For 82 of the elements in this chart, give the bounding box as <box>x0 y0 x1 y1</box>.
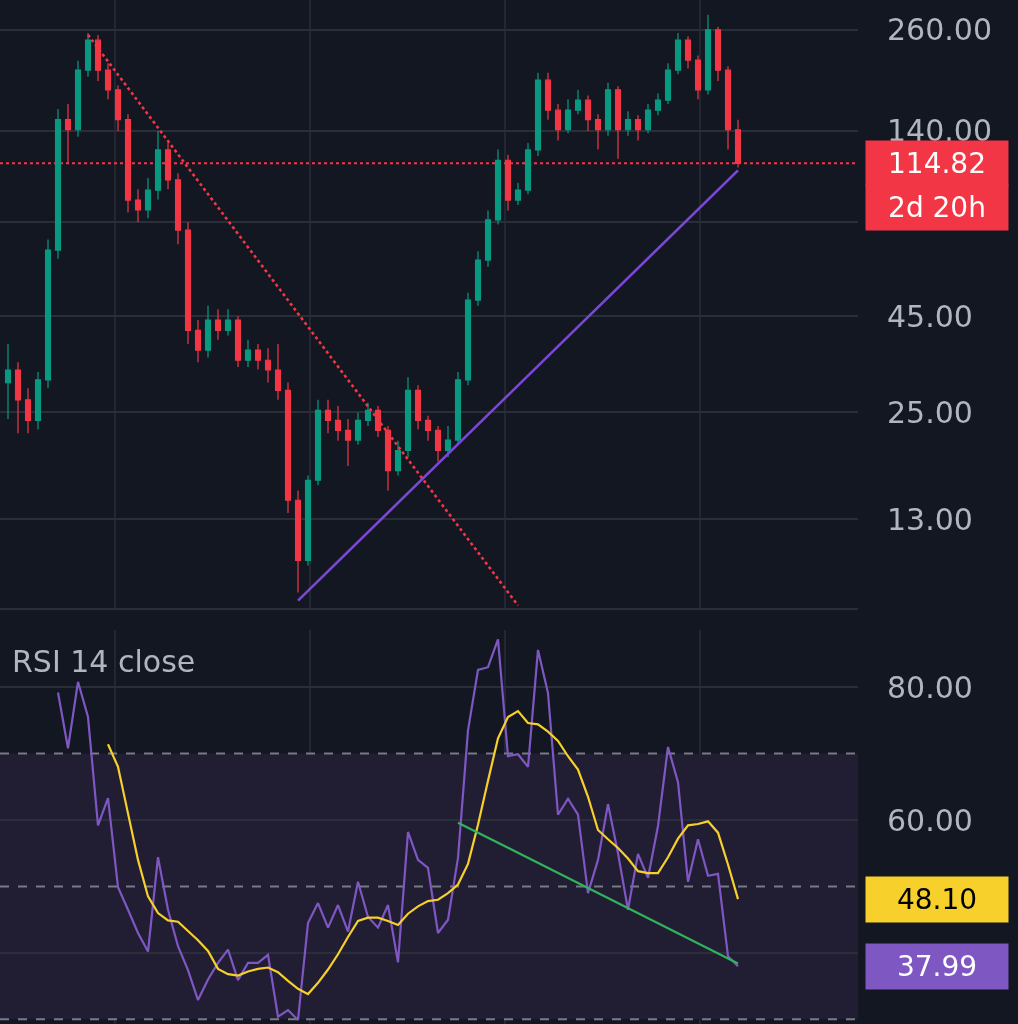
candlestick <box>714 26 722 82</box>
candlestick <box>274 343 282 401</box>
candlestick <box>114 84 122 132</box>
candlestick <box>264 347 272 384</box>
candlestick <box>724 65 732 151</box>
ref-line-label: 114.82 <box>888 147 986 180</box>
candlestick <box>104 62 112 100</box>
candlestick <box>444 425 452 458</box>
candlestick <box>294 489 302 594</box>
candlestick <box>394 440 402 476</box>
candlestick <box>604 82 612 137</box>
candlestick <box>704 14 712 96</box>
candlestick <box>334 405 342 442</box>
candlestick <box>584 94 592 132</box>
y-tick-label: 80.00 <box>887 669 973 705</box>
candlestick <box>324 399 332 434</box>
candlestick <box>14 361 22 434</box>
candlestick <box>134 188 142 223</box>
candlestick <box>304 474 312 566</box>
candlestick <box>34 371 42 431</box>
text: RSI 14 close <box>12 644 196 679</box>
candlestick <box>4 343 12 420</box>
candlestick <box>284 382 292 514</box>
text: 2d 20h <box>888 191 986 224</box>
candlestick <box>684 35 692 70</box>
candlestick <box>244 339 252 368</box>
y-tick-label: 45.00 <box>887 298 973 334</box>
candlestick <box>214 308 222 341</box>
candlestick <box>204 305 212 359</box>
candlestick <box>374 405 382 438</box>
text: 37.99 <box>896 950 978 983</box>
candlestick <box>384 425 392 492</box>
candlestick <box>614 85 622 160</box>
candlestick <box>154 130 162 201</box>
candlestick <box>524 142 532 195</box>
candlestick <box>674 32 682 75</box>
y-tick-label: 60.00 <box>887 802 973 838</box>
candlestick <box>184 221 192 345</box>
y-tick-label: 140.00 <box>887 113 992 149</box>
candlestick <box>404 376 412 458</box>
candlestick <box>364 402 372 427</box>
candlestick <box>234 315 242 368</box>
candlestick <box>554 103 562 142</box>
candlestick <box>414 384 422 431</box>
candlestick <box>54 108 62 260</box>
candlestick <box>314 399 322 486</box>
candlestick <box>624 110 632 137</box>
candlestick <box>464 292 472 386</box>
candlestick <box>44 238 52 389</box>
candlestick <box>194 319 202 363</box>
candlestick <box>694 55 702 100</box>
candlestick <box>534 72 542 157</box>
candlestick <box>634 114 642 142</box>
candlestick <box>434 425 442 463</box>
candlestick <box>344 418 352 467</box>
candlestick <box>664 62 672 105</box>
candlestick <box>494 148 502 226</box>
candlestick <box>454 371 462 446</box>
candlestick <box>84 32 92 78</box>
candlestick <box>474 250 482 307</box>
candlestick <box>484 209 492 268</box>
candlestick <box>354 411 362 446</box>
candlestick <box>654 92 662 116</box>
candlestick <box>564 98 572 134</box>
candlestick <box>74 60 82 138</box>
candlestick <box>644 103 652 134</box>
line-series <box>56 638 740 1022</box>
candlestick <box>424 415 432 442</box>
candlestick <box>24 387 32 434</box>
candlestick <box>514 182 522 206</box>
candlestick <box>544 72 552 121</box>
y-tick-label: 13.00 <box>887 501 973 537</box>
text: 48.10 <box>896 883 978 916</box>
y-tick-label: 260.00 <box>887 12 992 48</box>
line-series <box>106 709 740 996</box>
candlestick <box>574 89 582 115</box>
candlestick <box>224 308 232 337</box>
y-tick-label: 25.00 <box>887 394 973 430</box>
candlestick <box>254 343 262 371</box>
candlestick <box>174 172 182 245</box>
candlestick <box>144 177 152 219</box>
candlestick <box>594 113 602 151</box>
